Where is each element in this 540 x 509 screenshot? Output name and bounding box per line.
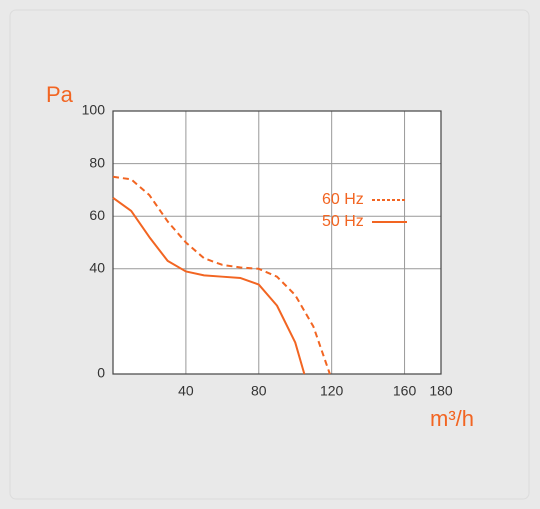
y-tick-label: 80 (89, 154, 105, 170)
legend-label: 50 Hz (322, 213, 364, 230)
x-tick-label: 180 (429, 383, 453, 399)
plot-area (112, 110, 442, 375)
y-tick-label: 40 (89, 260, 105, 276)
x-axis-title: m³/h (430, 406, 474, 431)
x-tick-label: 80 (251, 383, 267, 399)
x-tick-label: 120 (320, 383, 344, 399)
line (112, 196, 306, 375)
y-tick-label: 100 (82, 102, 106, 118)
line (112, 175, 331, 375)
x-tick-label: 160 (393, 383, 417, 399)
legend-label: 60 Hz (322, 191, 364, 208)
y-axis-title: Pa (46, 82, 74, 107)
plot-frame (112, 110, 442, 375)
y-tick-label: 0 (97, 365, 105, 381)
x-tick-label: 40 (178, 383, 194, 399)
y-tick-label: 60 (89, 207, 105, 223)
